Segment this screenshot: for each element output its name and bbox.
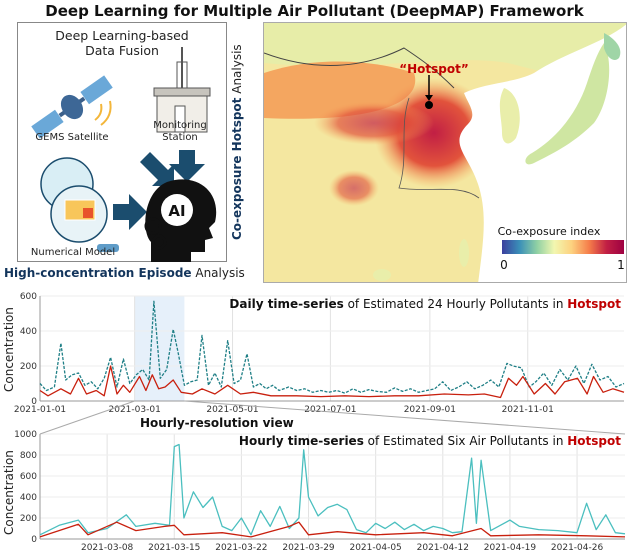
- zoom-label: Hourly-resolution view: [140, 416, 294, 430]
- map-graphic: “Hotspot” Co-exposure index 0 1: [264, 23, 626, 282]
- arrow-down-icon: [425, 95, 433, 101]
- series-line-0: [39, 443, 626, 536]
- gear-icon: [144, 217, 162, 235]
- fusion-title-line1: Deep Learning-based: [55, 28, 189, 43]
- chart1-title: Daily time-series of Estimated 24 Hourly…: [229, 297, 621, 311]
- x-tick-label: 2021-04-12: [417, 543, 469, 553]
- fusion-panel-title: Deep Learning-based Data Fusion: [17, 28, 227, 58]
- x-tick-label: 2021-09-01: [404, 405, 456, 415]
- y-tick-label: 400: [20, 493, 37, 503]
- hotspot-marker: [425, 101, 433, 109]
- chart1-ylabel: Concentration: [2, 307, 16, 392]
- station-label-line2: Station: [162, 132, 198, 143]
- chart2-title-rest: of Estimated Six Air Pollutants in: [363, 434, 568, 448]
- chart2-title-bold: Hourly time-series: [238, 434, 364, 448]
- zoom-connector-left: [39, 400, 135, 435]
- chart1-title-bold: Daily time-series: [229, 297, 344, 311]
- series-line-1: [39, 521, 626, 538]
- y-tick-label: 600: [20, 472, 37, 482]
- ai-label: AI: [168, 202, 185, 220]
- chart2-title-hotspot: Hotspot: [567, 434, 621, 448]
- gear-icon: [151, 234, 167, 250]
- series-line-0: [39, 300, 625, 394]
- model-label: Numerical Model: [30, 247, 116, 258]
- y-tick-label: 200: [20, 514, 37, 524]
- x-tick-label: 2021-11-01: [502, 405, 554, 415]
- satellite-label: GEMS Satellite: [35, 132, 109, 143]
- hotspot-emphasis: Hotspot: [230, 97, 244, 152]
- satellite-icon: [29, 73, 115, 141]
- x-tick-label: 2021-01-01: [14, 405, 66, 415]
- arrow-icon: [140, 152, 174, 186]
- colorbar-title: Co-exposure index: [498, 225, 601, 238]
- colorbar-max-label: 1: [617, 258, 625, 272]
- car-icon: [97, 244, 119, 252]
- x-tick-label: 2021-03-22: [215, 543, 267, 553]
- arrow-icon: [169, 150, 205, 182]
- fusion-illustration: AI: [29, 47, 217, 262]
- colorbar: [502, 240, 624, 254]
- arrow-icon: [113, 194, 147, 230]
- page-title: Deep Learning for Multiple Air Pollutant…: [45, 2, 584, 20]
- y-tick-label: 600: [20, 292, 37, 302]
- y-tick-label: 0: [31, 397, 37, 407]
- x-tick-label: 2021-05-01: [206, 405, 258, 415]
- x-tick-label: 2021-03-01: [109, 405, 161, 415]
- numerical-model-icon: [40, 157, 119, 252]
- y-tick-label: 200: [20, 362, 37, 372]
- colorbar-min-label: 0: [500, 258, 508, 272]
- hotspot-prefix: Co-exposure: [230, 151, 244, 241]
- fusion-title-line2: Data Fusion: [85, 43, 159, 58]
- chart2-title: Hourly time-series of Estimated Six Air …: [239, 434, 621, 448]
- y-tick-label: 1000: [14, 430, 37, 440]
- x-tick-label: 2021-07-01: [304, 405, 356, 415]
- ai-head-icon: AI: [144, 179, 217, 262]
- episode-emphasis: High-concentration Episode: [4, 266, 192, 280]
- x-tick-label: 2021-04-26: [551, 543, 604, 553]
- zoom-connector-right: [184, 400, 626, 435]
- hotspot-suffix: Analysis: [230, 44, 244, 98]
- chart1-title-rest: of Estimated 24 Hourly Pollutants in: [343, 297, 568, 311]
- episode-analysis-label: High-concentration Episode Analysis: [4, 266, 245, 280]
- x-tick-label: 2021-03-15: [148, 543, 200, 553]
- japan-shape: [525, 43, 610, 165]
- korea-shape: [499, 88, 520, 144]
- x-tick-label: 2021-03-29: [282, 543, 335, 553]
- y-tick-label: 400: [20, 327, 37, 337]
- monitoring-station-icon: [153, 47, 211, 133]
- chart2-ylabel: Concentration: [2, 450, 16, 535]
- hotspot-label: “Hotspot”: [399, 62, 469, 76]
- x-tick-label: 2021-03-08: [81, 543, 134, 553]
- x-tick-label: 2021-04-05: [349, 543, 401, 553]
- co-exposure-map: “Hotspot” Co-exposure index 0 1: [263, 22, 627, 283]
- signal-icon: [94, 100, 112, 126]
- x-tick-label: 2021-04-19: [484, 543, 537, 553]
- station-label-line1: Monitoring: [153, 120, 207, 131]
- y-tick-label: 800: [20, 451, 37, 461]
- series-line-1: [39, 365, 625, 399]
- hotspot-analysis-label: Co-exposure Hotspot Analysis: [230, 30, 248, 255]
- station-label: Monitoring Station: [140, 120, 220, 144]
- y-tick-label: 0: [31, 535, 37, 545]
- time-series-charts: 2021-01-01 2021-03-01 2021-05-01 2021-07-01…: [14, 292, 626, 553]
- episode-suffix: Analysis: [191, 266, 245, 280]
- chart1-title-hotspot: Hotspot: [567, 297, 621, 311]
